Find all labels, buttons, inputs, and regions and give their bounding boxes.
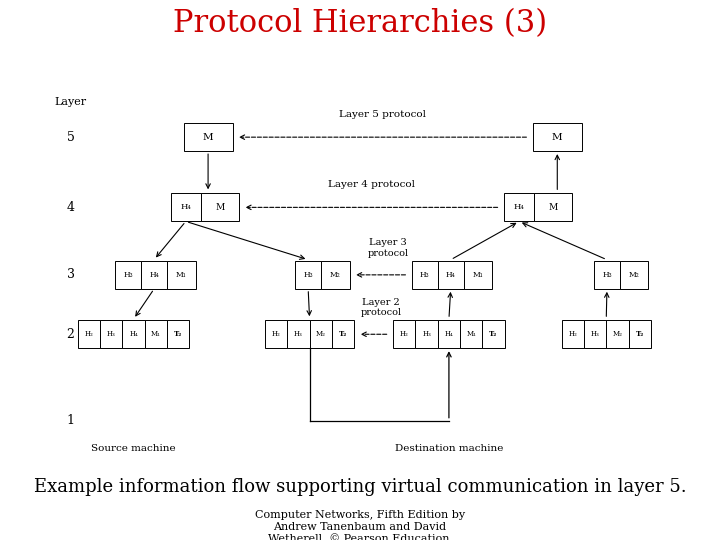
FancyBboxPatch shape [482,320,505,348]
Text: 1: 1 [66,414,75,427]
Text: H₃: H₃ [420,271,430,279]
FancyBboxPatch shape [122,320,145,348]
Text: H₄: H₄ [181,204,191,211]
Text: T₂: T₂ [339,330,347,338]
Text: H₃: H₃ [294,330,303,338]
Text: M₂: M₂ [316,330,325,338]
Text: M₂: M₂ [330,271,341,279]
Text: M₁: M₁ [472,271,483,279]
Text: H₂: H₂ [84,330,94,338]
Text: M: M [215,203,225,212]
Text: 2: 2 [67,328,74,341]
FancyBboxPatch shape [332,320,354,348]
FancyBboxPatch shape [393,320,415,348]
Text: H₄: H₄ [129,330,138,338]
Text: Computer Networks, Fifth Edition by
Andrew Tanenbaum and David
Wetherell. © Pear: Computer Networks, Fifth Edition by Andr… [255,510,465,540]
Text: M: M [549,203,558,212]
FancyBboxPatch shape [287,320,310,348]
FancyBboxPatch shape [594,261,620,289]
Text: M: M [203,133,213,141]
Text: M: M [552,133,562,141]
FancyBboxPatch shape [265,320,287,348]
FancyBboxPatch shape [606,320,629,348]
FancyBboxPatch shape [584,320,606,348]
FancyBboxPatch shape [141,261,167,289]
Text: H₃: H₃ [107,330,116,338]
FancyBboxPatch shape [100,320,122,348]
Text: M₂: M₂ [629,271,639,279]
Text: H₄: H₄ [514,204,524,211]
FancyBboxPatch shape [295,261,321,289]
Text: Layer 5 protocol: Layer 5 protocol [339,110,426,119]
Text: T₂: T₂ [174,330,182,338]
Text: Layer: Layer [55,97,86,107]
FancyBboxPatch shape [184,123,233,151]
Text: H₃: H₃ [123,271,133,279]
Text: Destination machine: Destination machine [395,444,503,454]
Text: H₄: H₄ [149,271,159,279]
Text: 3: 3 [66,268,75,281]
FancyBboxPatch shape [167,261,196,289]
FancyBboxPatch shape [562,320,584,348]
FancyBboxPatch shape [504,193,534,221]
FancyBboxPatch shape [78,320,100,348]
Text: Layer 2
protocol: Layer 2 protocol [360,298,402,317]
FancyBboxPatch shape [412,261,438,289]
FancyBboxPatch shape [115,261,141,289]
Text: H₃: H₃ [422,330,431,338]
FancyBboxPatch shape [534,193,572,221]
Text: Protocol Hierarchies (3): Protocol Hierarchies (3) [173,8,547,39]
FancyBboxPatch shape [438,320,460,348]
FancyBboxPatch shape [201,193,239,221]
Text: Layer 3
protocol: Layer 3 protocol [367,238,408,258]
Text: M₁: M₁ [467,330,476,338]
FancyBboxPatch shape [321,261,350,289]
Text: Layer 4 protocol: Layer 4 protocol [328,180,415,189]
Text: T₂: T₂ [636,330,644,338]
Text: Source machine: Source machine [91,444,176,454]
FancyBboxPatch shape [620,261,649,289]
FancyBboxPatch shape [415,320,438,348]
FancyBboxPatch shape [438,261,464,289]
Text: H₄: H₄ [444,330,454,338]
Text: M₁: M₁ [176,271,186,279]
Text: H₂: H₂ [400,330,409,338]
Text: 4: 4 [66,201,75,214]
Text: 5: 5 [67,131,74,144]
FancyBboxPatch shape [167,320,189,348]
Text: M₁: M₁ [151,330,161,338]
FancyBboxPatch shape [460,320,482,348]
FancyBboxPatch shape [533,123,582,151]
Text: T₂: T₂ [490,330,498,338]
Text: H₂: H₂ [568,330,577,338]
FancyBboxPatch shape [464,261,492,289]
Text: H₃: H₃ [602,271,612,279]
FancyBboxPatch shape [310,320,332,348]
Text: H₂: H₂ [271,330,281,338]
Text: Example information flow supporting virtual communication in layer 5.: Example information flow supporting virt… [34,478,686,496]
Text: M₂: M₂ [613,330,622,338]
Text: H₃: H₃ [303,271,313,279]
Text: H₃: H₃ [590,330,600,338]
FancyBboxPatch shape [171,193,201,221]
FancyBboxPatch shape [145,320,167,348]
FancyBboxPatch shape [629,320,651,348]
Text: H₄: H₄ [446,271,456,279]
